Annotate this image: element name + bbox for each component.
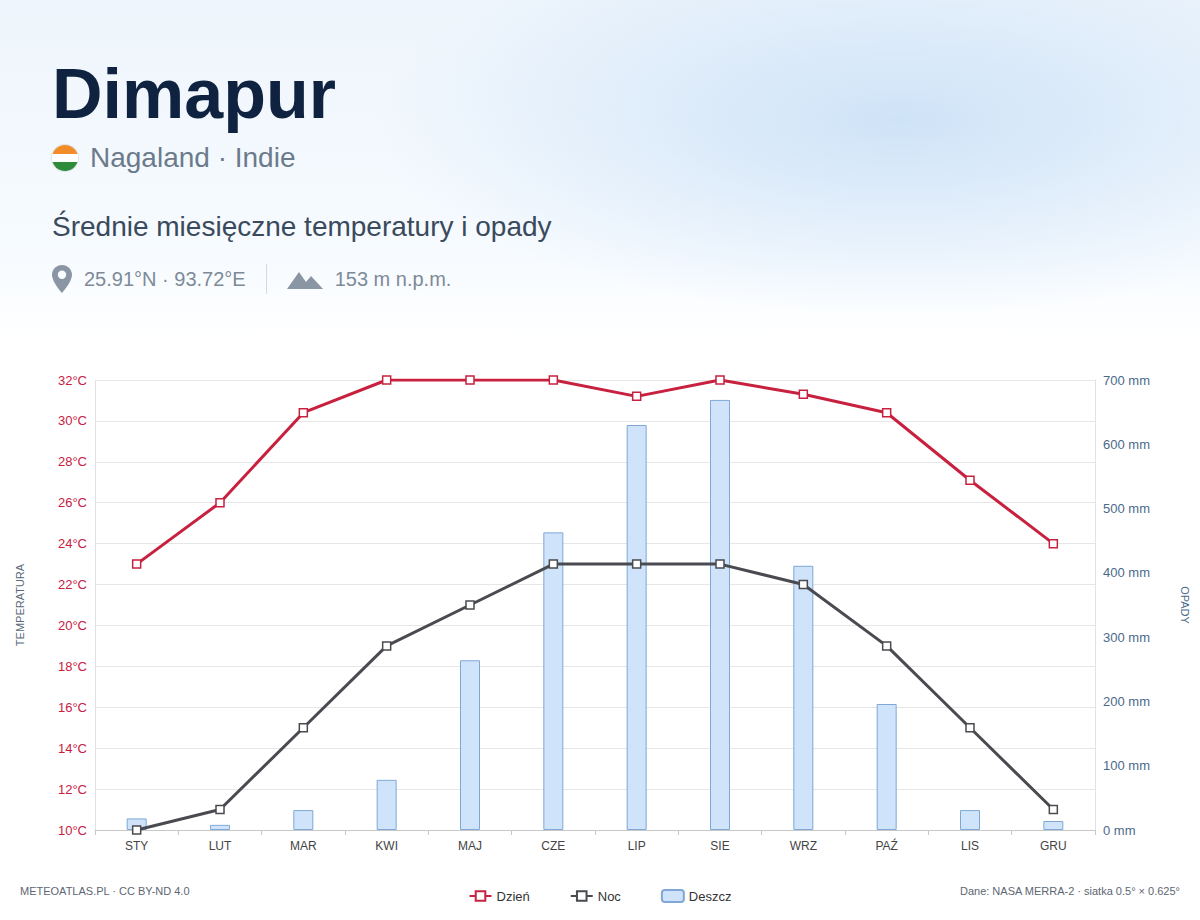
svg-text:20°C: 20°C bbox=[58, 618, 87, 633]
html-text:Średnie miesięczne temperatury: Średnie miesięczne temperatury i opady bbox=[52, 211, 552, 242]
svg-text:LIS: LIS bbox=[961, 839, 979, 853]
html-text:25.91°N · 93.72°E: 25.91°N · 93.72°E bbox=[84, 268, 246, 290]
svg-text:500 mm: 500 mm bbox=[1103, 501, 1150, 516]
svg-text:26°C: 26°C bbox=[58, 495, 87, 510]
svg-text:24°C: 24°C bbox=[58, 536, 87, 551]
svg-text:Deszcz: Deszcz bbox=[689, 889, 732, 904]
svg-text:GRU: GRU bbox=[1040, 839, 1067, 853]
html-text:Dimapur: Dimapur bbox=[52, 55, 336, 133]
svg-text:PAŹ: PAŹ bbox=[875, 838, 897, 853]
svg-text:SIE: SIE bbox=[710, 839, 729, 853]
svg-text:10°C: 10°C bbox=[58, 823, 87, 838]
svg-text:CZE: CZE bbox=[541, 839, 565, 853]
svg-text:LIP: LIP bbox=[628, 839, 646, 853]
svg-text:WRZ: WRZ bbox=[790, 839, 817, 853]
svg-text:12°C: 12°C bbox=[58, 782, 87, 797]
svg-text:18°C: 18°C bbox=[58, 659, 87, 674]
svg-text:LUT: LUT bbox=[209, 839, 232, 853]
html-text:Dane: NASA MERRA-2 · siatka 0.: Dane: NASA MERRA-2 · siatka 0.5° × 0.625… bbox=[960, 885, 1180, 897]
svg-text:Noc: Noc bbox=[598, 889, 622, 904]
svg-text:0 mm: 0 mm bbox=[1103, 823, 1136, 838]
html-text:Nagaland · Indie: Nagaland · Indie bbox=[90, 142, 296, 173]
svg-text:28°C: 28°C bbox=[58, 454, 87, 469]
svg-text:OPADY: OPADY bbox=[1179, 586, 1191, 624]
svg-text:16°C: 16°C bbox=[58, 700, 87, 715]
svg-text:14°C: 14°C bbox=[58, 741, 87, 756]
svg-text:STY: STY bbox=[125, 839, 148, 853]
svg-text:TEMPERATURA: TEMPERATURA bbox=[14, 563, 26, 646]
svg-text:KWI: KWI bbox=[375, 839, 398, 853]
svg-text:300 mm: 300 mm bbox=[1103, 630, 1150, 645]
svg-text:600 mm: 600 mm bbox=[1103, 437, 1150, 452]
html-text:METEOATLAS.PL · CC BY-ND 4.0: METEOATLAS.PL · CC BY-ND 4.0 bbox=[20, 885, 190, 897]
svg-text:30°C: 30°C bbox=[58, 413, 87, 428]
svg-text:100 mm: 100 mm bbox=[1103, 758, 1150, 773]
svg-text:32°C: 32°C bbox=[58, 373, 87, 388]
svg-text:700 mm: 700 mm bbox=[1103, 373, 1150, 388]
svg-text:22°C: 22°C bbox=[58, 577, 87, 592]
svg-text:MAJ: MAJ bbox=[458, 839, 482, 853]
svg-text:Dzień: Dzień bbox=[497, 889, 530, 904]
html-text:153 m n.p.m.: 153 m n.p.m. bbox=[334, 268, 452, 290]
svg-text:MAR: MAR bbox=[290, 839, 317, 853]
svg-text:200 mm: 200 mm bbox=[1103, 694, 1150, 709]
svg-text:400 mm: 400 mm bbox=[1103, 565, 1150, 580]
